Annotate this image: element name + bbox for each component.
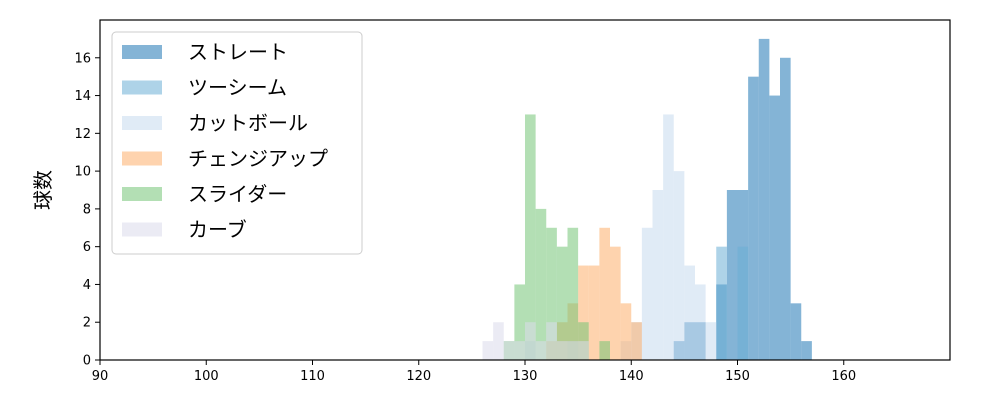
legend-swatch [122,116,162,130]
histogram-bar [578,341,589,360]
legend-label: カットボール [188,111,308,135]
x-tick-label: 110 [300,369,325,384]
legend-swatch [122,222,162,237]
x-axis: 90 100 110 120 130 140 150 160 [92,360,856,384]
y-tick-label: 14 [74,89,91,104]
y-tick-label: 16 [74,51,91,66]
x-tick-label: 160 [831,369,856,384]
histogram-bar [535,208,547,360]
histogram-bar [631,322,642,360]
histogram-bar [716,246,727,360]
histogram-bar [780,57,791,361]
legend-label: チェンジアップ [188,147,328,171]
histogram-bar [705,322,717,360]
histogram-bar [514,284,525,360]
y-tick-label: 10 [74,165,91,180]
legend-label: ストレート [188,40,288,64]
y-axis-title: 球数 [31,170,55,210]
legend-swatch [122,80,162,95]
histogram-bar [620,303,632,360]
y-tick-label: 12 [74,127,91,142]
histogram-bar [503,341,515,360]
histogram-bar [599,227,610,360]
histogram-bar [610,246,621,360]
y-axis: 0 2 4 6 8 10 12 14 16 [74,51,100,369]
histogram-bar [578,265,589,360]
histogram-bar [556,341,568,360]
histogram-bar [588,265,600,360]
histogram-bar [726,190,738,360]
histogram-bar [684,265,695,360]
histogram-bar [748,76,759,361]
histogram-bar [769,95,780,361]
y-tick-label: 4 [83,278,91,293]
y-tick-label: 8 [83,202,91,217]
histogram-bar [535,341,547,360]
histogram-bar [790,303,802,360]
histogram-bar [801,341,812,360]
histogram-bar [695,284,706,360]
x-tick-label: 150 [725,369,750,384]
legend-frame [111,31,363,255]
x-tick-label: 140 [619,369,644,384]
legend-swatch [122,45,162,59]
histogram-bar [482,341,494,360]
histogram-bar [525,322,536,360]
histogram-bar [758,38,770,361]
x-tick-label: 120 [406,369,431,384]
histogram-bar [673,171,685,360]
legend-swatch [122,187,162,201]
histogram-bar [737,246,749,360]
histogram-bar [652,190,664,360]
histogram-bar [567,227,579,360]
x-tick-label: 100 [194,369,219,384]
histogram-bar [546,322,557,360]
legend-swatch [122,151,162,166]
histogram-bar [493,322,504,360]
y-tick-label: 0 [83,354,91,369]
legend-label: カーブ [188,218,247,242]
histogram-bar [525,114,536,360]
histogram-bar [514,341,525,360]
legend-label: ツーシーム [188,76,287,100]
x-tick-label: 90 [92,369,109,384]
histogram-bar [599,341,610,360]
x-tick-label: 130 [513,369,538,384]
histogram-bar [663,114,674,360]
bars-layer [482,38,812,361]
legend-label: スライダー [188,182,287,206]
histogram-bar [546,227,557,360]
histogram-bar [641,227,653,360]
histogram-bar [567,341,579,360]
y-tick-label: 6 [83,240,91,255]
histogram-bar [556,246,568,360]
y-tick-label: 2 [83,316,91,331]
